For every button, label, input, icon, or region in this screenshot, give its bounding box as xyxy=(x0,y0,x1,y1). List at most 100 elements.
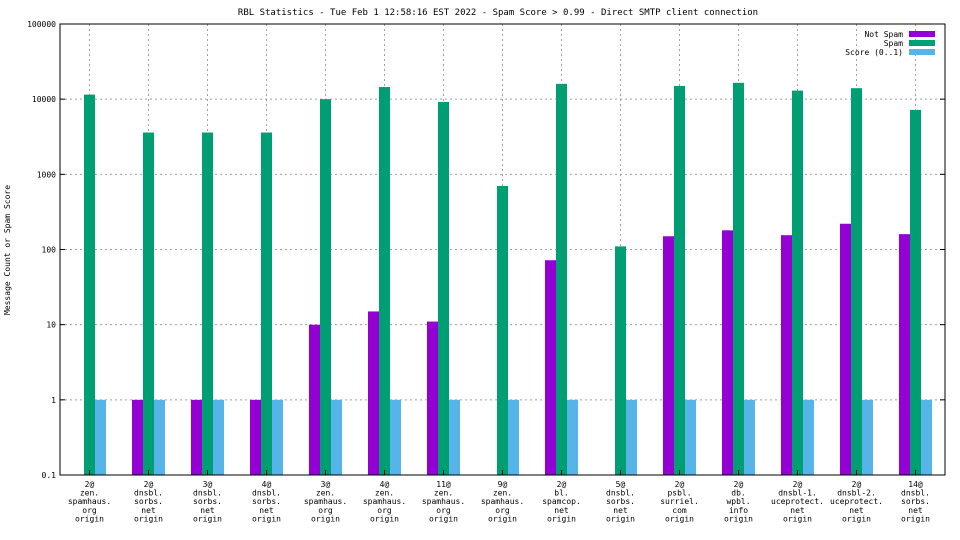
bar-not-spam-12 xyxy=(781,235,792,475)
legend-swatch xyxy=(909,31,935,37)
bar-spam-13 xyxy=(851,88,862,475)
bar-spam-10 xyxy=(674,85,685,475)
x-tick-label: dnsbl. xyxy=(252,489,281,498)
x-tick-label: origin xyxy=(134,514,163,523)
x-tick-label: origin xyxy=(665,514,694,523)
bar-not-spam-1 xyxy=(132,399,143,475)
x-tick-label: sorbs. xyxy=(252,497,281,506)
x-tick-label: org xyxy=(495,506,510,515)
x-tick-label: dnsbl-1. xyxy=(778,489,817,498)
bar-spam-8 xyxy=(556,83,567,476)
y-tick-label: 100 xyxy=(42,246,57,255)
x-tick-label: net xyxy=(141,506,156,515)
x-tick-label: net xyxy=(200,506,215,515)
y-tick-label: 100000 xyxy=(27,20,56,29)
x-tick-label: 3@ xyxy=(203,480,213,489)
bar-score-0-1-7 xyxy=(508,399,519,475)
bar-score-0-1-6 xyxy=(449,399,460,475)
x-tick-label: origin xyxy=(429,514,458,523)
x-tick-label: origin xyxy=(193,514,222,523)
bar-not-spam-13 xyxy=(840,223,851,475)
x-tick-label: origin xyxy=(547,514,576,523)
x-tick-label: org xyxy=(318,506,333,515)
bars xyxy=(84,82,932,476)
bar-spam-5 xyxy=(379,87,390,475)
x-tick-label: surriel. xyxy=(660,497,699,506)
bar-spam-4 xyxy=(320,99,331,476)
x-tick-label: net xyxy=(554,506,569,515)
x-tick-label: dnsbl. xyxy=(606,489,635,498)
x-tick-label: origin xyxy=(724,514,753,523)
x-tick-label: 2@ xyxy=(144,480,154,489)
bar-score-0-1-11 xyxy=(744,399,755,475)
y-tick-label: 10 xyxy=(46,321,56,330)
x-tick-label: org xyxy=(436,506,451,515)
x-tick-label: bl. xyxy=(554,489,568,498)
bar-not-spam-6 xyxy=(427,321,438,475)
x-tick-label: 2@ xyxy=(675,480,685,489)
x-tick-label: wpbl. xyxy=(726,497,750,506)
x-tick-label: dnsbl. xyxy=(901,489,930,498)
x-tick-label: psbl. xyxy=(667,489,691,498)
bar-not-spam-8 xyxy=(545,260,556,475)
x-tick-label: sorbs. xyxy=(193,497,222,506)
plot-frame xyxy=(59,23,946,476)
x-tick-label: dnsbl. xyxy=(134,489,163,498)
bar-not-spam-11 xyxy=(722,230,733,475)
x-tick-label: net xyxy=(790,506,805,515)
legend-swatch xyxy=(909,49,935,55)
x-tick-label: sorbs. xyxy=(901,497,930,506)
x-tick-label: zen. xyxy=(434,489,453,498)
bar-score-0-1-8 xyxy=(567,399,578,475)
legend-swatch xyxy=(909,40,935,46)
x-tick-label: 4@ xyxy=(262,480,272,489)
x-tick-label: origin xyxy=(370,514,399,523)
bar-score-0-1-13 xyxy=(862,399,873,475)
bar-not-spam-2 xyxy=(191,399,202,475)
y-axis-label: Message Count or Spam Score xyxy=(3,185,12,315)
x-tick-label: 2@ xyxy=(85,480,95,489)
x-tick-label: 9@ xyxy=(498,480,508,489)
bar-not-spam-5 xyxy=(368,311,379,475)
x-tick-label: org xyxy=(82,506,97,515)
bar-score-0-1-5 xyxy=(390,399,401,475)
bar-spam-9 xyxy=(615,246,626,475)
bar-score-0-1-0 xyxy=(95,399,106,475)
x-tick-label: origin xyxy=(75,514,104,523)
bar-score-0-1-10 xyxy=(685,399,696,475)
x-tick-label: com xyxy=(672,506,687,515)
bar-spam-12 xyxy=(792,90,803,475)
x-tick-label: net xyxy=(613,506,628,515)
x-tick-label: sorbs. xyxy=(606,497,635,506)
x-tick-label: spamhaus. xyxy=(363,497,406,506)
x-tick-label: spamhaus. xyxy=(68,497,111,506)
chart-title: RBL Statistics - Tue Feb 1 12:58:16 EST … xyxy=(238,8,758,18)
x-tick-label: 5@ xyxy=(616,480,626,489)
bar-not-spam-10 xyxy=(663,236,674,475)
x-tick-label: spamhaus. xyxy=(422,497,465,506)
x-tick-label: origin xyxy=(488,514,517,523)
bar-not-spam-14 xyxy=(899,234,910,475)
legend-label: Score (0..1) xyxy=(845,48,903,57)
x-tick-label: spamhaus. xyxy=(481,497,524,506)
x-tick-label: zen. xyxy=(493,489,512,498)
y-tick-label: 1000 xyxy=(37,170,56,179)
bar-spam-1 xyxy=(143,132,154,475)
x-tick-label: net xyxy=(259,506,274,515)
axes: 0.11101001000100001000002@zen.spamhaus.o… xyxy=(27,20,946,523)
x-tick-label: sorbs. xyxy=(134,497,163,506)
x-tick-label: 2@ xyxy=(557,480,567,489)
x-tick-label: origin xyxy=(901,514,930,523)
bar-not-spam-3 xyxy=(250,399,261,475)
x-tick-label: 14@ xyxy=(908,480,923,489)
x-tick-label: zen. xyxy=(80,489,99,498)
legend-label: Spam xyxy=(884,39,903,48)
bar-score-0-1-14 xyxy=(921,399,932,475)
x-tick-label: net xyxy=(849,506,864,515)
x-tick-label: 11@ xyxy=(436,480,451,489)
x-tick-label: uceprotect. xyxy=(771,497,824,506)
x-tick-label: 2@ xyxy=(793,480,803,489)
x-tick-label: dnsbl-2. xyxy=(837,489,876,498)
